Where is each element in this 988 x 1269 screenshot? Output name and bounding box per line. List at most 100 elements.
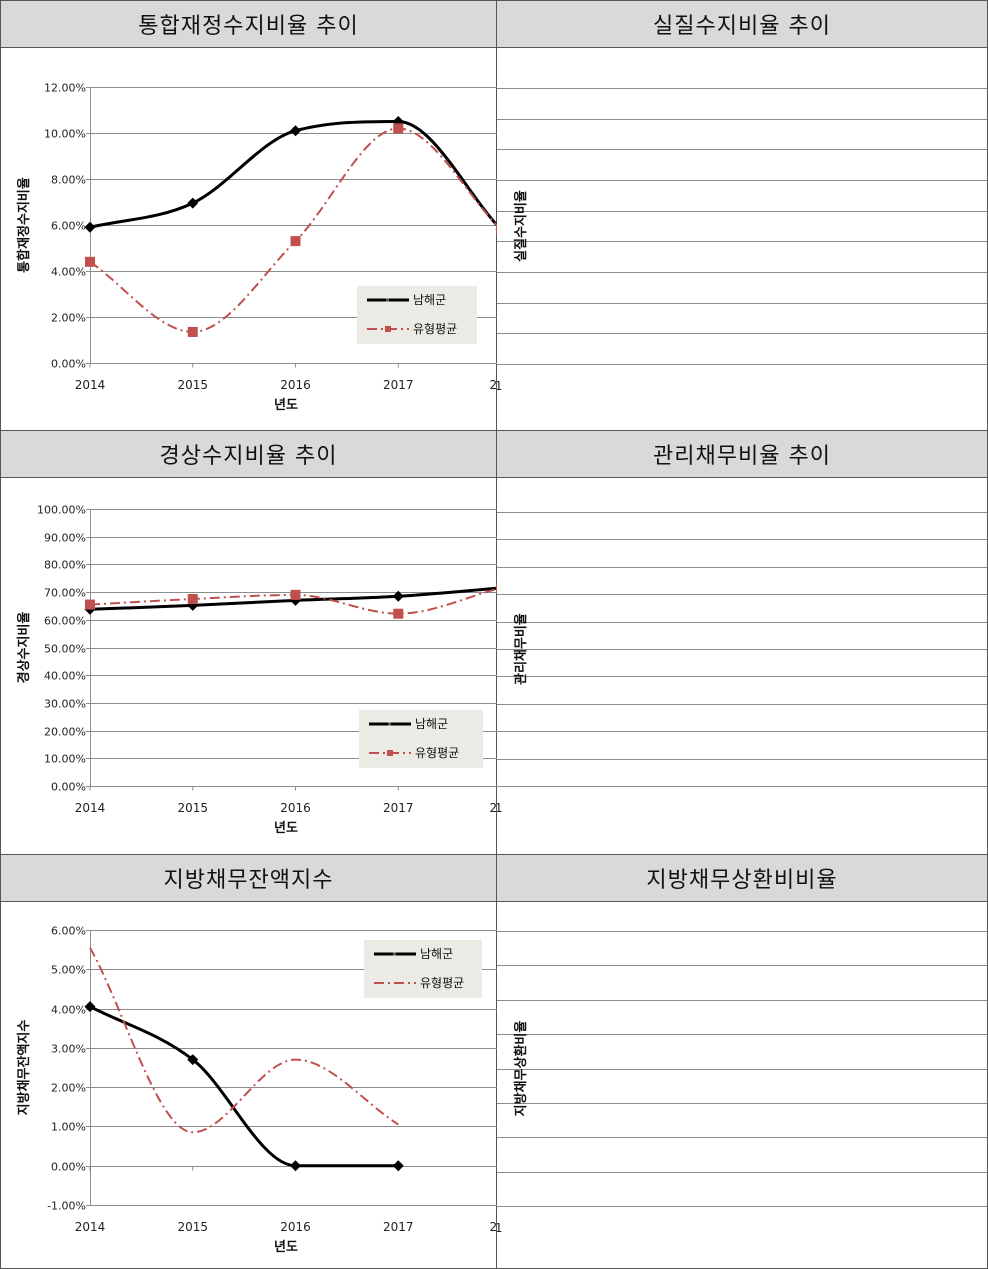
chart-heading: 지방채무상환비비율 [497, 855, 987, 902]
x-tick-label: 2016 [280, 378, 311, 392]
y-axis-title: 통합재정수지비율 [16, 177, 32, 273]
y-tick-label: 5.00% [51, 964, 86, 977]
y-axis-title: 관리채무비율 [513, 613, 529, 685]
gridlines [497, 88, 987, 365]
line-chart: 0.00% 2.00% 4.00% 6.00% 8.00% 10.00% 12.00% 201… [16, 82, 497, 413]
y-tick-label: 4.00% [51, 1004, 86, 1017]
chart-panel-4: 관리채무비율 추이 -0.50%0.00%0.50%1.00%1.50%2.00%… [497, 431, 988, 855]
x-axis-title: 년도 [274, 1240, 298, 1255]
legend-label: 남해군 [420, 947, 453, 961]
legend-label: 유형평균 [413, 322, 457, 336]
data-point-type-average [187, 326, 198, 337]
x-axis-title: 년도 [274, 821, 298, 836]
legend-marker [386, 298, 389, 302]
legend-marker [393, 952, 396, 956]
x-tick-label: 2014 [75, 378, 106, 392]
y-axis-title: 경상수지비율 [16, 612, 32, 684]
y-tick-label: 0.00% [51, 781, 86, 794]
data-point-namhae [392, 590, 404, 602]
x-tick-label: 2016 [280, 1220, 311, 1234]
x-tick-label: 201 [497, 1221, 502, 1235]
legend-label: 남해군 [413, 293, 446, 307]
data-point-namhae [392, 1160, 404, 1172]
gridlines [497, 931, 987, 1207]
y-tick-label: -1.00% [47, 1200, 86, 1213]
y-tick-label: 90.00% [44, 532, 86, 545]
x-tick-label: 201 [490, 801, 497, 815]
y-tick-label: 0.00% [51, 1161, 86, 1174]
line-chart: 0.00%5.00%10.00%15.00%20.00%25.00%30.00%… [497, 88, 987, 393]
x-tick-label: 201 [490, 378, 497, 392]
gridlines [90, 509, 497, 787]
y-tick-label: 2.00% [51, 1082, 86, 1095]
x-tick-label: 2015 [177, 378, 208, 392]
x-axis-title: 년도 [274, 398, 298, 413]
x-tick-label: 2017 [383, 801, 414, 815]
x-tick-label: 201 [490, 1220, 497, 1234]
line-chart: -1.00% 0.00% 1.00% 2.00% 3.00% 4.00% 5.00% 6.00… [16, 925, 497, 1255]
y-tick-label: 80.00% [44, 559, 86, 572]
legend-box [364, 940, 482, 998]
data-point-type-average [496, 582, 497, 593]
y-tick-label: 6.00% [51, 925, 86, 938]
chart-panel-6: 지방채무상환비비율 0.00%0.50%1.00%1.50%2.00%2.50%3… [497, 855, 988, 1269]
x-tick-label: 201 [497, 379, 502, 393]
x-tick-label: 2015 [177, 1220, 208, 1234]
y-tick-label: 8.00% [51, 174, 86, 187]
y-tick-label: 50.00% [44, 643, 86, 656]
data-point-namhae [84, 1001, 96, 1013]
legend-box [357, 286, 477, 344]
legend-box [359, 710, 483, 768]
x-tick-label: 2016 [280, 801, 311, 815]
data-point-type-average [85, 256, 95, 267]
data-point-type-average [496, 224, 497, 235]
chart-panel-3: 경상수지비율 추이 0.00% 10.00% 20.00% 30.00% 40.00% 50… [0, 431, 497, 855]
line-chart: 0.00%0.50%1.00%1.50%2.00%2.50%3.00%3.50%… [497, 931, 987, 1235]
chart-heading: 관리채무비율 추이 [497, 431, 987, 478]
chart-panel-2: 실질수지비율 추이 0.00%5.00%10.00%15.00%20.00%25.… [497, 0, 988, 431]
series-line-type-average [89, 947, 399, 1134]
legend-label: 남해군 [415, 717, 448, 731]
legend-marker [388, 722, 391, 726]
y-axis-title: 실질수지비율 [513, 190, 529, 262]
data-point-type-average [393, 123, 404, 134]
y-axis-title: 지방채무잔액지수 [16, 1020, 32, 1116]
y-tick-label: 6.00% [51, 220, 86, 233]
y-tick-label: 3.00% [51, 1043, 86, 1056]
chart-heading: 지방채무잔액지수 [1, 855, 496, 902]
data-point-type-average [290, 236, 301, 247]
y-tick-label: 70.00% [44, 587, 86, 600]
y-tick-label: 1.00% [51, 1121, 86, 1134]
y-tick-label: 60.00% [44, 615, 86, 628]
x-tick-label: 2015 [177, 801, 208, 815]
x-tick-label: 2014 [75, 1220, 106, 1234]
data-point-namhae [290, 125, 301, 137]
data-point-type-average [290, 589, 301, 600]
chart-heading: 실질수지비율 추이 [497, 1, 987, 48]
line-chart: 0.00% 10.00% 20.00% 30.00% 40.00% 50.00% 60.00… [16, 504, 497, 836]
y-tick-label: 40.00% [44, 670, 86, 683]
y-tick-label: 10.00% [44, 753, 86, 766]
y-tick-label: 0.00% [51, 358, 86, 371]
y-tick-label: 10.00% [44, 128, 86, 141]
y-tick-label: 30.00% [44, 698, 86, 711]
data-point-type-average [85, 599, 95, 610]
chart-heading: 통합재정수지비율 추이 [1, 1, 496, 48]
data-point-namhae [187, 197, 199, 209]
gridlines [497, 512, 987, 787]
y-tick-label: 100.00% [37, 504, 86, 517]
chart-heading: 경상수지비율 추이 [1, 431, 496, 478]
chart-panel-5: 지방채무잔액지수 -1.00% 0.00% 1.00% 2.00% 3.00% 4.00% 5… [0, 855, 497, 1269]
y-tick-label: 12.00% [44, 82, 86, 95]
line-chart: -0.50%0.00%0.50%1.00%1.50%2.00%2.50%3.00… [497, 512, 987, 815]
series-line-namhae [89, 1005, 399, 1168]
x-tick-label: 2017 [383, 378, 414, 392]
data-point-namhae [290, 1160, 301, 1172]
legend-marker [387, 750, 393, 756]
y-tick-label: 4.00% [51, 266, 86, 279]
data-point-namhae [84, 221, 96, 233]
